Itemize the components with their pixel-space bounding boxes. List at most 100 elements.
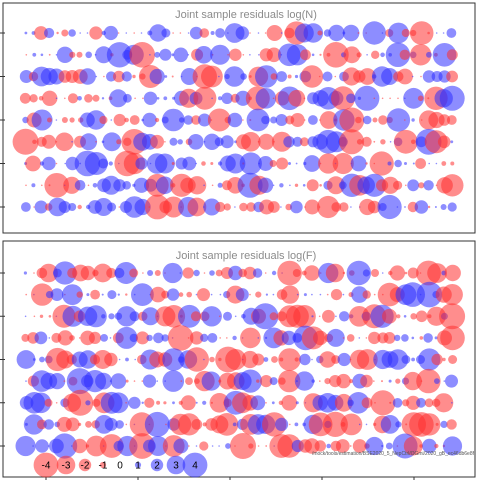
residual-bubble <box>432 43 457 67</box>
residual-bubble <box>383 332 396 344</box>
residual-bubble <box>342 24 360 42</box>
residual-bubble <box>339 129 365 155</box>
residual-bubble <box>34 331 48 345</box>
residual-bubble <box>303 23 324 43</box>
residual-bubble <box>211 184 214 187</box>
residual-bubble <box>210 293 213 296</box>
residual-bubble <box>234 206 236 208</box>
residual-bubble <box>113 179 126 192</box>
residual-bubble <box>218 445 220 447</box>
residual-bubble <box>25 293 28 296</box>
residual-bubble <box>404 271 408 275</box>
residual-bubble <box>318 75 321 78</box>
residual-bubble <box>280 32 283 34</box>
residual-bubble <box>84 152 108 175</box>
residual-bubble <box>217 182 223 188</box>
legend-label: -2 <box>81 461 90 472</box>
residual-bubble <box>440 420 448 428</box>
residual-bubble <box>431 353 443 366</box>
residual-bubble <box>268 201 280 213</box>
residual-bubble <box>49 373 66 390</box>
residual-bubble <box>270 116 278 124</box>
residual-bubble <box>189 331 204 345</box>
residual-bubble <box>356 349 378 370</box>
residual-bubble <box>281 330 297 346</box>
residual-bubble <box>311 53 315 57</box>
residual-bubble <box>62 284 83 305</box>
residual-bubble <box>232 422 237 427</box>
residual-bubble <box>164 141 166 143</box>
footnote-path: /mock/tools/estimation/BSE2020_5_NepCtrl… <box>312 451 475 457</box>
residual-bubble <box>95 141 97 143</box>
residual-bubble <box>243 266 257 280</box>
residual-bubble <box>201 161 206 166</box>
residual-bubble <box>165 423 167 426</box>
residual-bubble <box>318 153 339 174</box>
residual-bubble <box>161 334 169 342</box>
residual-bubble <box>85 421 92 428</box>
residual-bubble <box>33 272 35 274</box>
residual-bubble <box>84 94 93 103</box>
residual-bubble <box>242 119 244 121</box>
residual-bubble <box>381 97 384 100</box>
residual-bubble <box>167 325 194 351</box>
residual-bubble <box>210 31 215 35</box>
residual-bubble <box>149 24 167 42</box>
residual-bubble <box>303 155 321 172</box>
residual-bubble <box>352 439 367 453</box>
residual-bubble <box>125 402 127 404</box>
residual-bubble <box>323 42 349 68</box>
residual-bubble <box>195 401 198 404</box>
residual-bubble <box>249 54 251 56</box>
residual-bubble <box>47 117 52 123</box>
residual-bubble <box>117 293 120 296</box>
legend-label: 2 <box>154 461 160 472</box>
residual-bubble <box>435 32 438 34</box>
residual-bubble <box>248 443 254 449</box>
residual-bubble <box>389 141 392 143</box>
residual-bubble <box>95 372 112 390</box>
residual-bubble <box>304 265 320 281</box>
residual-bubble <box>186 291 192 298</box>
residual-bubble <box>142 112 157 128</box>
residual-bubble <box>106 267 117 279</box>
residual-bubble <box>179 32 182 34</box>
residual-bubble <box>87 184 90 187</box>
residual-bubble <box>41 134 56 149</box>
residual-bubble <box>356 139 363 145</box>
residual-bubble <box>362 115 372 125</box>
residual-bubble <box>193 86 217 110</box>
residual-bubble <box>188 134 204 150</box>
residual-bubble <box>154 153 175 174</box>
residual-bubble <box>134 97 136 100</box>
residual-bubble <box>334 75 337 78</box>
residual-bubble <box>163 196 184 218</box>
residual-bubble <box>44 27 55 39</box>
residual-bubble <box>178 117 185 123</box>
residual-bubble <box>335 315 337 318</box>
residual-bubble <box>448 355 458 364</box>
residual-bubble <box>223 311 232 321</box>
residual-bubble <box>95 75 98 78</box>
residual-bubble <box>207 108 231 132</box>
residual-bubble <box>380 139 386 145</box>
residual-bubble <box>257 177 274 193</box>
residual-bubble <box>356 52 362 58</box>
residual-bubble <box>304 199 320 215</box>
residual-bubble <box>272 184 275 187</box>
residual-bubble <box>215 269 223 277</box>
residual-bubble <box>65 417 80 432</box>
residual-bubble <box>103 75 105 78</box>
residual-bubble <box>294 357 299 362</box>
residual-bubble <box>182 267 194 279</box>
residual-bubble <box>108 161 113 166</box>
residual-bubble <box>350 155 367 172</box>
residual-bubble <box>388 379 392 383</box>
residual-bubble <box>32 358 36 361</box>
residual-bubble <box>258 133 275 150</box>
residual-bubble <box>385 42 411 67</box>
residual-bubble <box>128 396 141 409</box>
residual-bubble <box>164 75 168 78</box>
residual-bubble <box>409 21 434 45</box>
residual-bubble <box>258 54 260 56</box>
